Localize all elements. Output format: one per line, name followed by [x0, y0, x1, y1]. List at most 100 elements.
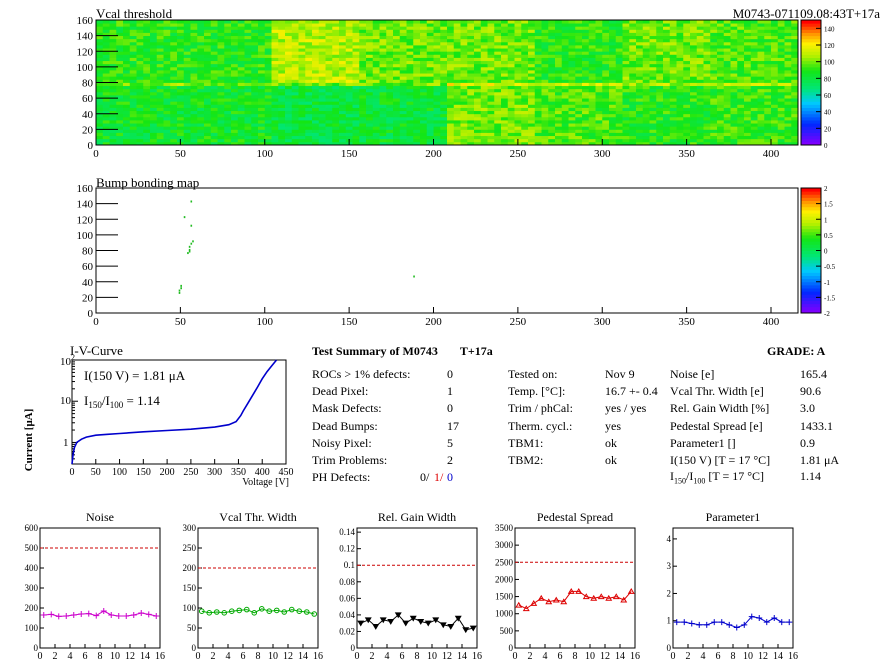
heat-cell	[474, 26, 482, 30]
heat-cell	[737, 41, 745, 46]
heat-cell	[183, 51, 191, 55]
heat-cell	[298, 135, 306, 140]
heat-cell	[669, 116, 677, 121]
heat-cell	[305, 41, 313, 46]
heat-cell	[663, 51, 671, 55]
heat-cell	[237, 54, 245, 58]
heat-cell	[264, 88, 272, 93]
heat-cell	[285, 35, 293, 40]
heat-cell	[109, 20, 117, 24]
heat-cell	[764, 23, 772, 27]
heat-cell	[298, 48, 306, 52]
heat-cell	[649, 66, 657, 71]
heat-cell	[676, 63, 684, 68]
heat-cell	[372, 95, 380, 99]
heat-cell	[413, 82, 421, 87]
data-point	[394, 612, 402, 619]
heat-cell	[386, 126, 394, 130]
heat-cell	[777, 126, 785, 130]
heat-cell	[467, 54, 475, 58]
heat-cell	[406, 66, 414, 71]
heat-cell	[474, 107, 482, 112]
small-ytick-label: 0.08	[339, 577, 355, 587]
heat-cell	[750, 51, 758, 55]
heat-cell	[528, 101, 536, 105]
heat-cell	[494, 123, 502, 127]
heat-cell	[690, 141, 698, 146]
heat-cell	[156, 20, 164, 24]
heat-cell	[210, 88, 218, 93]
heat-cell	[703, 120, 711, 124]
heat-cell	[393, 76, 401, 80]
data-point	[763, 619, 770, 626]
heat-cell	[764, 66, 772, 71]
heat-cell	[595, 79, 603, 83]
heat-cell	[568, 32, 576, 37]
heat-cell	[143, 38, 151, 43]
heat-cell	[494, 107, 502, 112]
small-xtick-label: 6	[716, 651, 721, 662]
heat-cell	[298, 29, 306, 33]
heat-cell	[764, 88, 772, 93]
small-plot-frame	[39, 527, 161, 649]
heat-cell	[143, 88, 151, 93]
heat-cell	[595, 32, 603, 37]
heat-cell	[575, 82, 583, 87]
heat-cell	[622, 79, 630, 83]
data-point	[560, 598, 568, 605]
heat-cell	[487, 116, 495, 121]
small-xtick-label: 14	[615, 651, 625, 662]
heat-cell	[642, 126, 650, 130]
heat-cell	[399, 63, 407, 68]
heat-cell	[204, 32, 212, 37]
heat-cell	[683, 104, 691, 108]
heat-cell	[298, 41, 306, 46]
heat-cell	[352, 54, 360, 58]
small-ytick-label: 1500	[495, 592, 514, 602]
heat-cell	[359, 79, 367, 83]
heat-cell	[757, 73, 765, 77]
heat-cell	[217, 107, 225, 112]
heat-cell	[602, 41, 610, 46]
heat-cell	[197, 113, 205, 118]
map-xtick-label: 400	[763, 148, 780, 160]
heat-cell	[345, 57, 353, 62]
heat-cell	[426, 123, 434, 127]
heat-cell	[136, 85, 144, 90]
small-xtick-label: 12	[600, 651, 610, 662]
heat-cell	[447, 113, 455, 118]
heat-cell	[123, 60, 131, 65]
heat-cell	[791, 116, 799, 121]
heat-cell	[156, 101, 164, 105]
heat-cell	[460, 132, 468, 137]
heat-cell	[156, 95, 164, 99]
heat-cell	[251, 113, 259, 118]
heat-cell	[669, 88, 677, 93]
zscale-band	[801, 110, 821, 115]
heat-cell	[345, 113, 353, 118]
heat-cell	[352, 76, 360, 80]
heat-cell	[406, 132, 414, 137]
heat-cell	[555, 63, 563, 68]
heat-cell	[690, 135, 698, 140]
heat-cell	[696, 104, 704, 108]
heat-cell	[210, 116, 218, 121]
heat-cell	[217, 38, 225, 43]
heat-cell	[285, 120, 293, 124]
heat-cell	[615, 110, 623, 115]
heat-cell	[197, 48, 205, 52]
heat-cell	[501, 91, 509, 96]
heat-cell	[298, 32, 306, 37]
heat-cell	[696, 45, 704, 49]
heat-cell	[703, 126, 711, 130]
heat-cell	[251, 95, 259, 99]
heat-cell	[163, 82, 171, 87]
heat-cell	[730, 70, 738, 74]
heat-cell	[96, 126, 104, 130]
heat-cell	[339, 98, 347, 102]
heat-cell	[534, 91, 542, 96]
heat-cell	[170, 95, 178, 99]
heat-cell	[433, 73, 441, 77]
heat-cell	[656, 41, 664, 46]
